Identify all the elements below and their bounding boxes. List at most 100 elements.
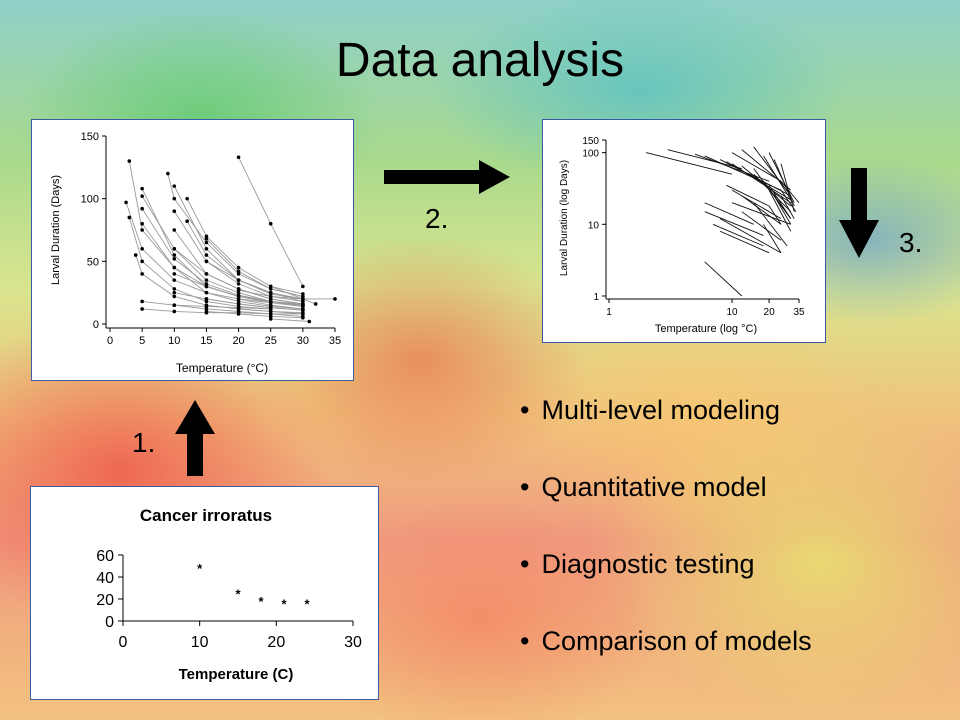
data-point xyxy=(185,219,189,224)
data-point: * xyxy=(197,561,203,576)
data-point xyxy=(172,303,177,307)
data-point xyxy=(140,186,144,191)
data-point xyxy=(204,240,209,245)
arrow-down-icon xyxy=(839,168,879,258)
y-tick-label: 1 xyxy=(593,292,599,303)
series-line xyxy=(141,223,303,310)
data-point xyxy=(236,282,241,286)
series-line xyxy=(726,184,770,207)
series-line xyxy=(763,224,782,254)
series-line xyxy=(768,189,792,232)
x-tick-label: 5 xyxy=(139,335,145,347)
data-point xyxy=(236,309,241,314)
list-item: Diagnostic testing xyxy=(520,546,950,623)
data-point xyxy=(301,297,305,301)
data-point xyxy=(268,294,273,299)
series-line xyxy=(719,218,782,254)
x-tick-label: 30 xyxy=(344,634,362,651)
data-point xyxy=(172,209,177,213)
y-tick-label: 10 xyxy=(588,220,600,231)
arrow-right-icon xyxy=(384,160,510,194)
series-line xyxy=(726,161,791,201)
x-tick-label: 20 xyxy=(232,335,244,347)
data-point xyxy=(140,259,144,264)
data-point xyxy=(140,299,144,304)
data-point xyxy=(333,297,337,301)
x-tick-label: 10 xyxy=(191,634,209,651)
x-tick-label: 10 xyxy=(168,335,180,347)
data-point xyxy=(172,290,177,295)
series-line xyxy=(773,159,795,207)
data-point xyxy=(172,309,177,314)
data-point xyxy=(140,206,144,211)
x-tick-label: 10 xyxy=(726,307,738,318)
data-point xyxy=(301,299,305,304)
series-line xyxy=(780,163,795,212)
x-tick-label: 25 xyxy=(265,335,277,347)
series-line xyxy=(238,157,304,287)
list-item: Comparison of models xyxy=(520,623,950,700)
series-line xyxy=(645,152,733,175)
data-point xyxy=(204,299,209,304)
data-point xyxy=(133,253,138,257)
x-axis-label: Temperature (log °C) xyxy=(655,323,757,335)
data-point xyxy=(268,305,273,310)
raw-duration-chart: 0 50 100 150 0 5 10 15 20 25 30 35 Temperature (°C) L… xyxy=(50,131,341,375)
data-point xyxy=(127,215,132,220)
x-tick-label: 35 xyxy=(793,307,805,318)
data-point xyxy=(204,278,209,282)
data-point xyxy=(236,155,241,160)
chart-title: Cancer irroratus xyxy=(140,506,272,525)
list-item: Multi-level modeling xyxy=(520,392,950,469)
data-point: * xyxy=(235,587,241,602)
data-point xyxy=(166,171,170,176)
data-point xyxy=(204,284,209,289)
series-line xyxy=(704,202,754,225)
raw-duration-chart-panel: 0 50 100 150 0 5 10 15 20 25 30 35 Temperature (°C) L… xyxy=(31,119,354,381)
series-line xyxy=(780,195,795,219)
y-tick-label: 40 xyxy=(96,570,114,587)
data-point xyxy=(124,200,128,205)
y-tick-label: 150 xyxy=(582,136,599,147)
data-point xyxy=(204,307,209,311)
series-line xyxy=(238,289,335,300)
data-point xyxy=(172,253,177,257)
data-point xyxy=(172,272,177,276)
series-line xyxy=(141,195,303,305)
data-point xyxy=(268,297,273,301)
x-tick-label: 30 xyxy=(297,335,309,347)
data-point xyxy=(301,314,305,319)
data-point xyxy=(140,247,144,251)
data-point: * xyxy=(281,596,287,611)
y-tick-label: 100 xyxy=(582,149,599,160)
data-point: * xyxy=(304,596,310,611)
series-line xyxy=(741,211,782,241)
series-line xyxy=(753,146,792,197)
data-point xyxy=(236,269,241,274)
series-line xyxy=(270,300,303,307)
series-line xyxy=(206,238,303,297)
series-line xyxy=(667,149,742,169)
y-axis-label: Larval Duration (log Days) xyxy=(559,160,570,276)
data-point xyxy=(236,312,241,316)
slide-title: Data analysis xyxy=(335,34,625,87)
series-line xyxy=(763,155,792,201)
x-axis-label: Temperature (°C) xyxy=(176,361,268,375)
series-line xyxy=(186,198,303,295)
data-point xyxy=(127,159,132,163)
data-point xyxy=(140,228,144,232)
data-point xyxy=(268,221,273,226)
series-line xyxy=(704,261,743,297)
data-point xyxy=(236,272,241,276)
data-point: * xyxy=(258,594,264,609)
y-axis-label: Larval Duration (Days) xyxy=(50,175,62,285)
data-point xyxy=(172,196,177,201)
series-line xyxy=(768,205,782,225)
data-point xyxy=(172,278,177,282)
series-line xyxy=(780,189,797,212)
species-chart-panel: Cancer irroratus 0 20 40 60 0 10 20 30 * * * * * Tempe… xyxy=(30,486,379,700)
data-point xyxy=(301,284,305,289)
data-point xyxy=(204,247,209,251)
data-point xyxy=(204,297,209,301)
y-tick-label: 60 xyxy=(96,548,114,565)
